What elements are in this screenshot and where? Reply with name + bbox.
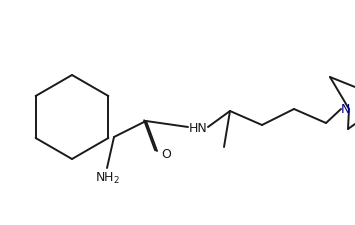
Text: HN: HN xyxy=(189,121,207,134)
Text: NH$_2$: NH$_2$ xyxy=(94,170,120,185)
Text: N: N xyxy=(340,103,350,116)
Text: O: O xyxy=(161,148,171,161)
